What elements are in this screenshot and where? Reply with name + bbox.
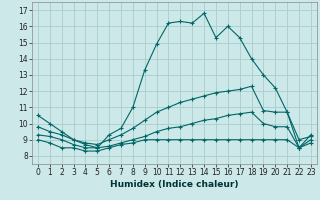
X-axis label: Humidex (Indice chaleur): Humidex (Indice chaleur) — [110, 180, 239, 189]
